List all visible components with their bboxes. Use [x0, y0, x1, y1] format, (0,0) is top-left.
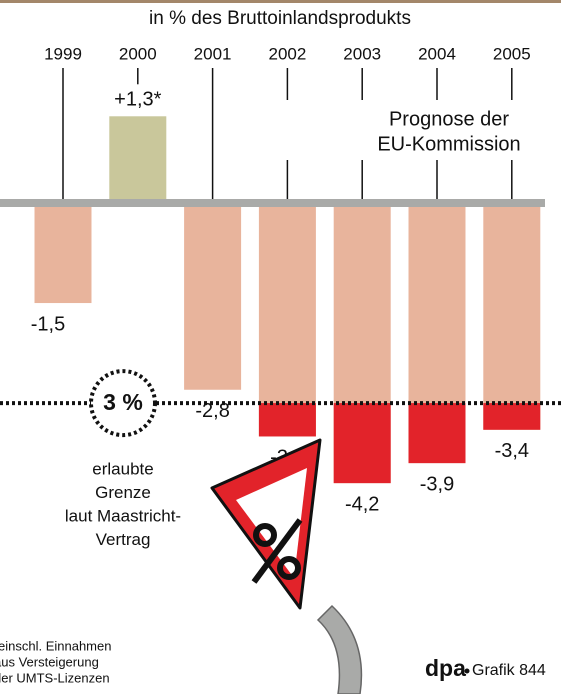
chart-title: in % des Bruttoinlandsprodukts	[149, 8, 411, 29]
limit-note: laut Maastricht-	[65, 506, 181, 525]
bar	[35, 203, 92, 303]
limit-note: Vertrag	[96, 530, 151, 549]
excess-part	[259, 403, 316, 436]
bar	[483, 203, 540, 430]
source-dot	[465, 669, 470, 674]
bar	[184, 203, 241, 390]
excess-part	[409, 403, 466, 463]
x-tick-label: 2000	[119, 44, 157, 63]
x-tick-label: 2005	[493, 44, 531, 63]
value-label: +1,3*	[114, 89, 161, 111]
limit-note: erlaubte	[92, 459, 153, 478]
excess-part	[334, 403, 391, 483]
x-tick-label: 1999	[44, 44, 82, 63]
x-tick-label: 2001	[194, 44, 232, 63]
excess-part	[483, 403, 540, 430]
x-tick-label: 2002	[268, 44, 306, 63]
forecast-note: EU-Kommission	[377, 133, 520, 155]
value-label: -4,2	[345, 493, 379, 515]
footnote: der UMTS-Lizenzen	[0, 670, 110, 685]
baseline	[0, 199, 545, 207]
value-label: -1,5	[31, 313, 65, 335]
footnote: einschl. Einnahmen	[0, 638, 111, 653]
x-tick-label: 2004	[418, 44, 456, 63]
source-brand: dpa	[425, 655, 466, 681]
limit-label: 3 %	[103, 389, 143, 415]
source-label: Grafik 844	[472, 662, 546, 679]
value-label: -3,4	[495, 440, 529, 462]
bar	[109, 116, 166, 203]
x-tick-label: 2003	[343, 44, 381, 63]
forecast-note: Prognose der	[389, 108, 509, 130]
limit-note: Grenze	[95, 483, 151, 502]
value-label: -3,9	[420, 473, 454, 495]
chart: in % des Bruttoinlandsprodukts -1,5 1999 +…	[0, 0, 561, 694]
page: in % des Bruttoinlandsprodukts -1,5 1999 +…	[0, 0, 561, 694]
footnote: aus Versteigerung	[0, 654, 99, 669]
